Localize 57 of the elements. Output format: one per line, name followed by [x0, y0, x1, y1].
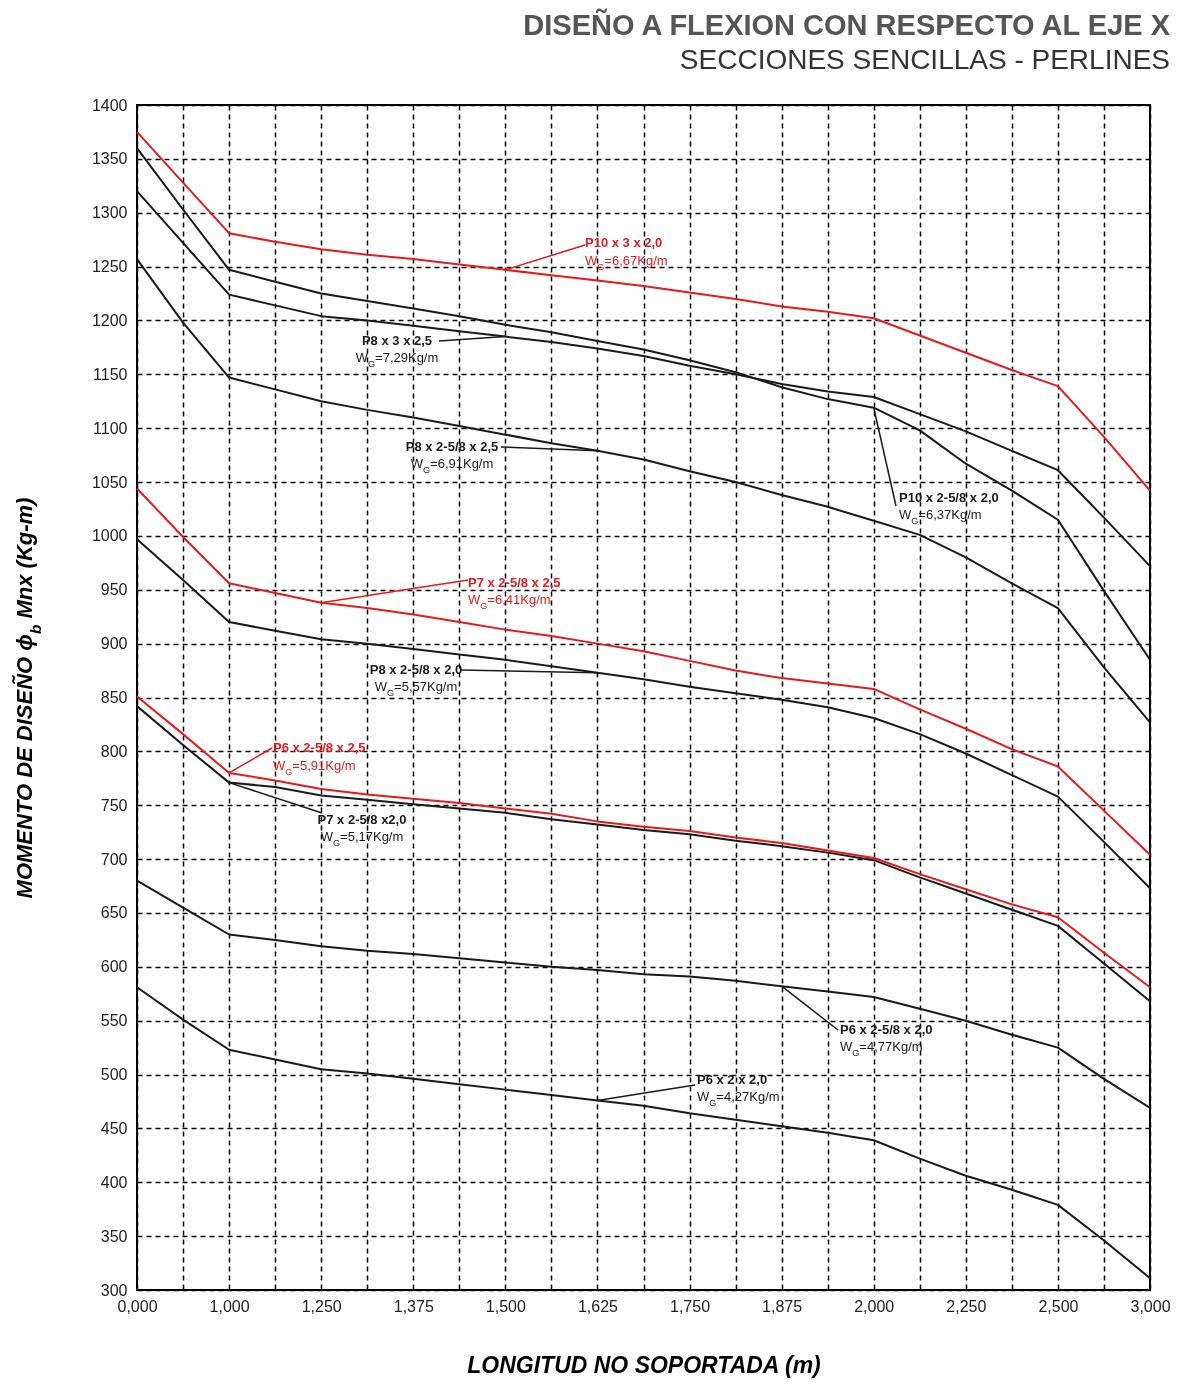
- annotation: W$_{G}$=5,57Kg/m: [374, 679, 458, 698]
- annotation: W$_{G}$=5,17Kg/m: [320, 829, 404, 848]
- y-tick-label: 1250: [91, 258, 128, 276]
- annotation: W$_{G}$=4,27Kg/m: [697, 1089, 780, 1108]
- annotation: W$_{G}$=6,67Kg/m: [585, 253, 668, 272]
- annotation: W$_{G}$=5,91Kg/m: [273, 758, 356, 777]
- series-label: P10 x 2-5/8 x 2,0: [899, 490, 999, 505]
- y-tick-label: 650: [100, 904, 128, 922]
- series-label: P8 x 3 x 2,5: [361, 333, 433, 348]
- y-tick-label: 1200: [91, 311, 128, 329]
- y-tick-label: 1300: [91, 204, 128, 222]
- x-tick-label: 1,250: [301, 1297, 342, 1315]
- annotation: W$_{G}$=4,77Kg/m: [840, 1039, 923, 1058]
- y-tick-label: 1100: [93, 419, 128, 437]
- x-tick-label: 2,500: [1038, 1297, 1079, 1315]
- y-tick-label: 800: [100, 742, 128, 760]
- y-tick-label: 600: [100, 958, 128, 976]
- x-tick-label: 0,000: [117, 1297, 158, 1315]
- x-tick-label: 1,750: [670, 1297, 711, 1315]
- x-tick-label: 2,250: [946, 1297, 987, 1315]
- x-tick-label: 1,875: [762, 1297, 803, 1315]
- y-tick-label: 900: [100, 635, 128, 653]
- x-tick-label: 2,000: [854, 1297, 895, 1315]
- annotation: W$_{G}$=6,37Kg/m: [899, 507, 982, 526]
- text: P10 x 3 x 2,0: [585, 235, 663, 250]
- y-tick-label: 1400: [91, 96, 128, 114]
- y-tick-label: 500: [100, 1066, 128, 1084]
- series-label: P8 x 2-5/8 x 2,5: [405, 439, 499, 454]
- y-tick-label: 950: [100, 581, 128, 599]
- series-label: P8 x 2-5/8 x 2,0: [369, 662, 463, 677]
- x-tick-label: 3,000: [1130, 1297, 1171, 1315]
- y-tick-label: 400: [100, 1173, 128, 1191]
- text: P7 x 2-5/8 x 2,5: [468, 575, 561, 590]
- y-tick-label: 1150: [93, 365, 128, 383]
- y-tick-label: 700: [100, 850, 128, 868]
- y-tick-label: 1350: [91, 150, 128, 168]
- y-tick-label: 550: [100, 1012, 128, 1030]
- x-tick-label: 1,500: [485, 1297, 526, 1315]
- y-tick-label: 1000: [91, 527, 128, 545]
- y-tick-label: 450: [100, 1119, 128, 1137]
- y-tick-label: 850: [100, 689, 128, 706]
- y-tick-label: 750: [100, 796, 128, 814]
- y-tick-label: 350: [100, 1227, 128, 1245]
- annotation: W$_{G}$=6,91Kg/m: [410, 456, 494, 475]
- y-tick-label: 300: [100, 1281, 128, 1299]
- x-tick-label: 1,375: [393, 1297, 434, 1315]
- chart-title: DISEÑO A FLEXION CON RESPECTO AL EJE X: [523, 8, 1171, 41]
- annotation: W$_{G}$=6,41Kg/m: [468, 592, 551, 611]
- annotation: W$_{G}$=7,29Kg/m: [355, 350, 439, 369]
- text: P6 x 2 x 2,0: [697, 1072, 768, 1087]
- series-label: P7 x 2-5/8 x2,0: [317, 812, 407, 827]
- x-tick-label: 1,625: [577, 1297, 619, 1315]
- chart-subtitle: SECCIONES SENCILLAS - PERLINES: [679, 44, 1171, 75]
- y-tick-label: 1050: [91, 473, 128, 491]
- series-label: P6 x 2-5/8 x 2,0: [840, 1022, 933, 1037]
- x-tick-label: 1,000: [209, 1297, 250, 1315]
- x-axis-title: LONGITUD NO SOPORTADA (m): [467, 1351, 821, 1378]
